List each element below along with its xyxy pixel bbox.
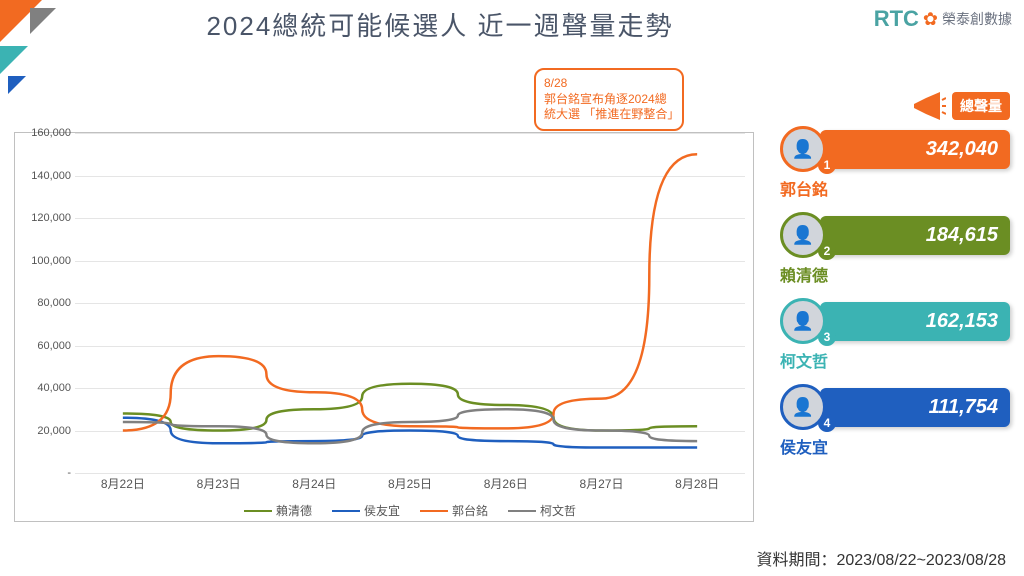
annotation-callout: 8/28郭台銘宣布角逐2024總統大選 「推進在野整合」 <box>534 68 684 131</box>
candidate-name: 賴清德 <box>780 262 828 286</box>
candidate-name: 郭台銘 <box>780 176 828 200</box>
candidate-name: 侯友宜 <box>780 434 828 458</box>
page-title: 2024總統可能候選人 近一週聲量走勢 <box>0 6 880 43</box>
rank-value: 342,040 <box>820 130 1010 169</box>
chart-legend: 賴清德侯友宜郭台銘柯文哲 <box>75 502 745 519</box>
candidate-name: 柯文哲 <box>780 348 828 372</box>
rank-value: 111,754 <box>820 388 1010 427</box>
rank-value: 162,153 <box>820 302 1010 341</box>
line-chart: -20,00040,00060,00080,000100,000120,0001… <box>14 132 754 522</box>
data-period: 資料期間：2023/08/22~2023/08/28 <box>756 546 1006 570</box>
rank-card-3: 👤 162,153 <box>780 298 1010 344</box>
brand-logo: RTC ✿ 榮泰創數據 <box>874 6 1012 32</box>
rank-value: 184,615 <box>820 216 1010 255</box>
rank-card-4: 👤 111,754 <box>780 384 1010 430</box>
rank-card-2: 👤 184,615 <box>780 212 1010 258</box>
ranking-panel: 總聲量 👤 342,040 郭台銘 1 👤 184,615 賴清德 2 👤 16… <box>780 92 1010 470</box>
rank-card-1: 👤 342,040 <box>780 126 1010 172</box>
total-volume-header: 總聲量 <box>780 92 1010 120</box>
